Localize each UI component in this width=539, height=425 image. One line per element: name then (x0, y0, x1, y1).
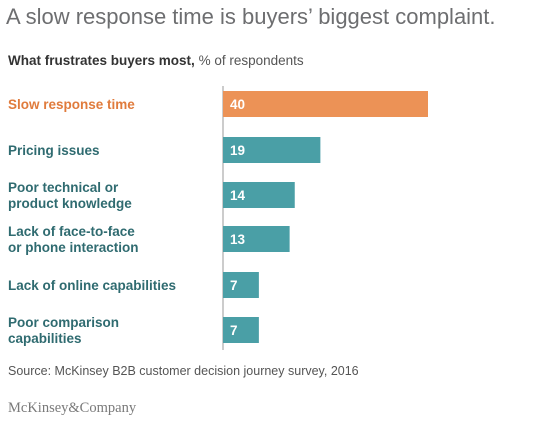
source-note: Source: McKinsey B2B customer decision j… (8, 364, 359, 378)
data-label: 19 (230, 143, 245, 158)
category-label: Lack of online capabilities (8, 278, 176, 293)
data-label: 14 (230, 188, 246, 203)
data-label: 40 (230, 97, 245, 112)
chart-subtitle: What frustrates buyers most, % of respon… (8, 53, 304, 68)
subtitle-lead: What frustrates buyers most, (8, 53, 195, 68)
bar (223, 137, 321, 163)
category-label: Slow response time (8, 97, 135, 112)
data-label: 7 (230, 278, 238, 293)
category-label: Poor comparison capabilities (8, 315, 119, 346)
category-label: Pricing issues (8, 143, 100, 158)
bar (223, 91, 428, 117)
brand-logo: McKinsey&Company (8, 400, 137, 416)
bar-chart: Slow response time 40 Pricing issues 19 Poor… (8, 86, 428, 350)
data-label: 13 (230, 232, 246, 247)
bar (223, 272, 259, 298)
category-label: Lack of face-to-face or phone interaction (8, 224, 139, 255)
bar (223, 226, 290, 252)
chart-title: A slow response time is buyers’ biggest … (6, 4, 496, 29)
bar (223, 317, 259, 343)
data-label: 7 (230, 323, 238, 338)
bar (223, 182, 295, 208)
category-label: Poor technical or product knowledge (8, 180, 132, 211)
subtitle-unit: % of respondents (198, 53, 304, 68)
bars-group: Slow response time 40 Pricing issues 19 Poor… (8, 91, 428, 346)
